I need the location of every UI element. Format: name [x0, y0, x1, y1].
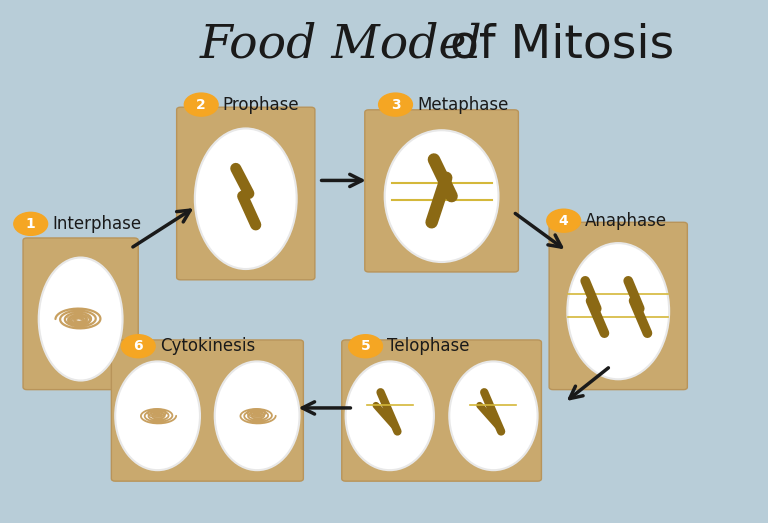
FancyBboxPatch shape [549, 222, 687, 390]
Text: 2: 2 [197, 98, 206, 111]
Text: 1: 1 [26, 217, 35, 231]
FancyBboxPatch shape [342, 340, 541, 481]
Ellipse shape [346, 361, 434, 470]
Circle shape [379, 93, 412, 116]
Text: Cytokinesis: Cytokinesis [160, 337, 255, 355]
Text: Anaphase: Anaphase [585, 212, 667, 230]
Text: Interphase: Interphase [52, 215, 141, 233]
FancyBboxPatch shape [111, 340, 303, 481]
Ellipse shape [115, 361, 200, 470]
Ellipse shape [385, 130, 498, 262]
Text: Metaphase: Metaphase [417, 96, 508, 113]
Text: 6: 6 [134, 339, 143, 353]
Ellipse shape [449, 361, 538, 470]
FancyBboxPatch shape [365, 110, 518, 272]
Circle shape [349, 335, 382, 358]
Circle shape [547, 209, 581, 232]
FancyBboxPatch shape [23, 238, 138, 390]
Text: 3: 3 [391, 98, 400, 111]
Circle shape [184, 93, 218, 116]
Text: 4: 4 [559, 214, 568, 228]
Ellipse shape [195, 129, 296, 269]
Circle shape [14, 212, 48, 235]
Ellipse shape [38, 257, 123, 381]
Circle shape [121, 335, 155, 358]
Text: Food Model: Food Model [200, 22, 482, 68]
Text: Telophase: Telophase [387, 337, 469, 355]
FancyBboxPatch shape [177, 107, 315, 280]
Text: of Mitosis: of Mitosis [435, 22, 674, 67]
Ellipse shape [568, 243, 669, 379]
Text: Prophase: Prophase [223, 96, 300, 113]
Ellipse shape [215, 361, 300, 470]
Text: 5: 5 [361, 339, 370, 353]
